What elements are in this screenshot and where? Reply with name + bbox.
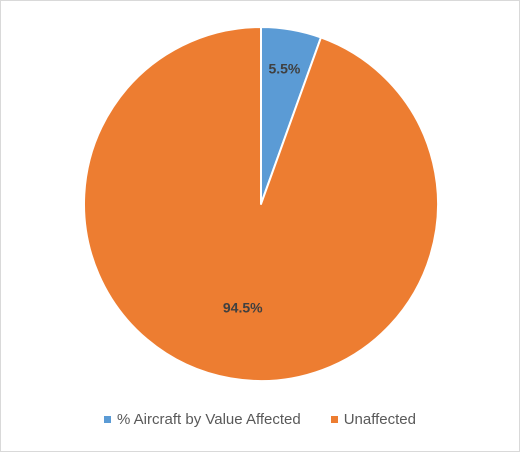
chart-legend: % Aircraft by Value Affected Unaffected (1, 411, 519, 428)
legend-swatch-unaffected (330, 416, 338, 423)
data-label-affected: 5.5% (268, 60, 300, 76)
pie-slices (83, 26, 439, 382)
pie-slice-unaffected (83, 26, 439, 382)
pie-data-labels: 5.5% 94.5% (223, 60, 301, 315)
legend-item-unaffected: Unaffected (330, 411, 416, 428)
legend-swatch-affected (104, 416, 111, 423)
legend-item-affected: % Aircraft by Value Affected (104, 411, 301, 428)
pie-chart: 5.5% 94.5% (83, 26, 439, 382)
data-label-unaffected: 94.5% (223, 299, 263, 315)
legend-label-unaffected: Unaffected (343, 411, 416, 428)
legend-label-affected: % Aircraft by Value Affected (117, 411, 301, 428)
